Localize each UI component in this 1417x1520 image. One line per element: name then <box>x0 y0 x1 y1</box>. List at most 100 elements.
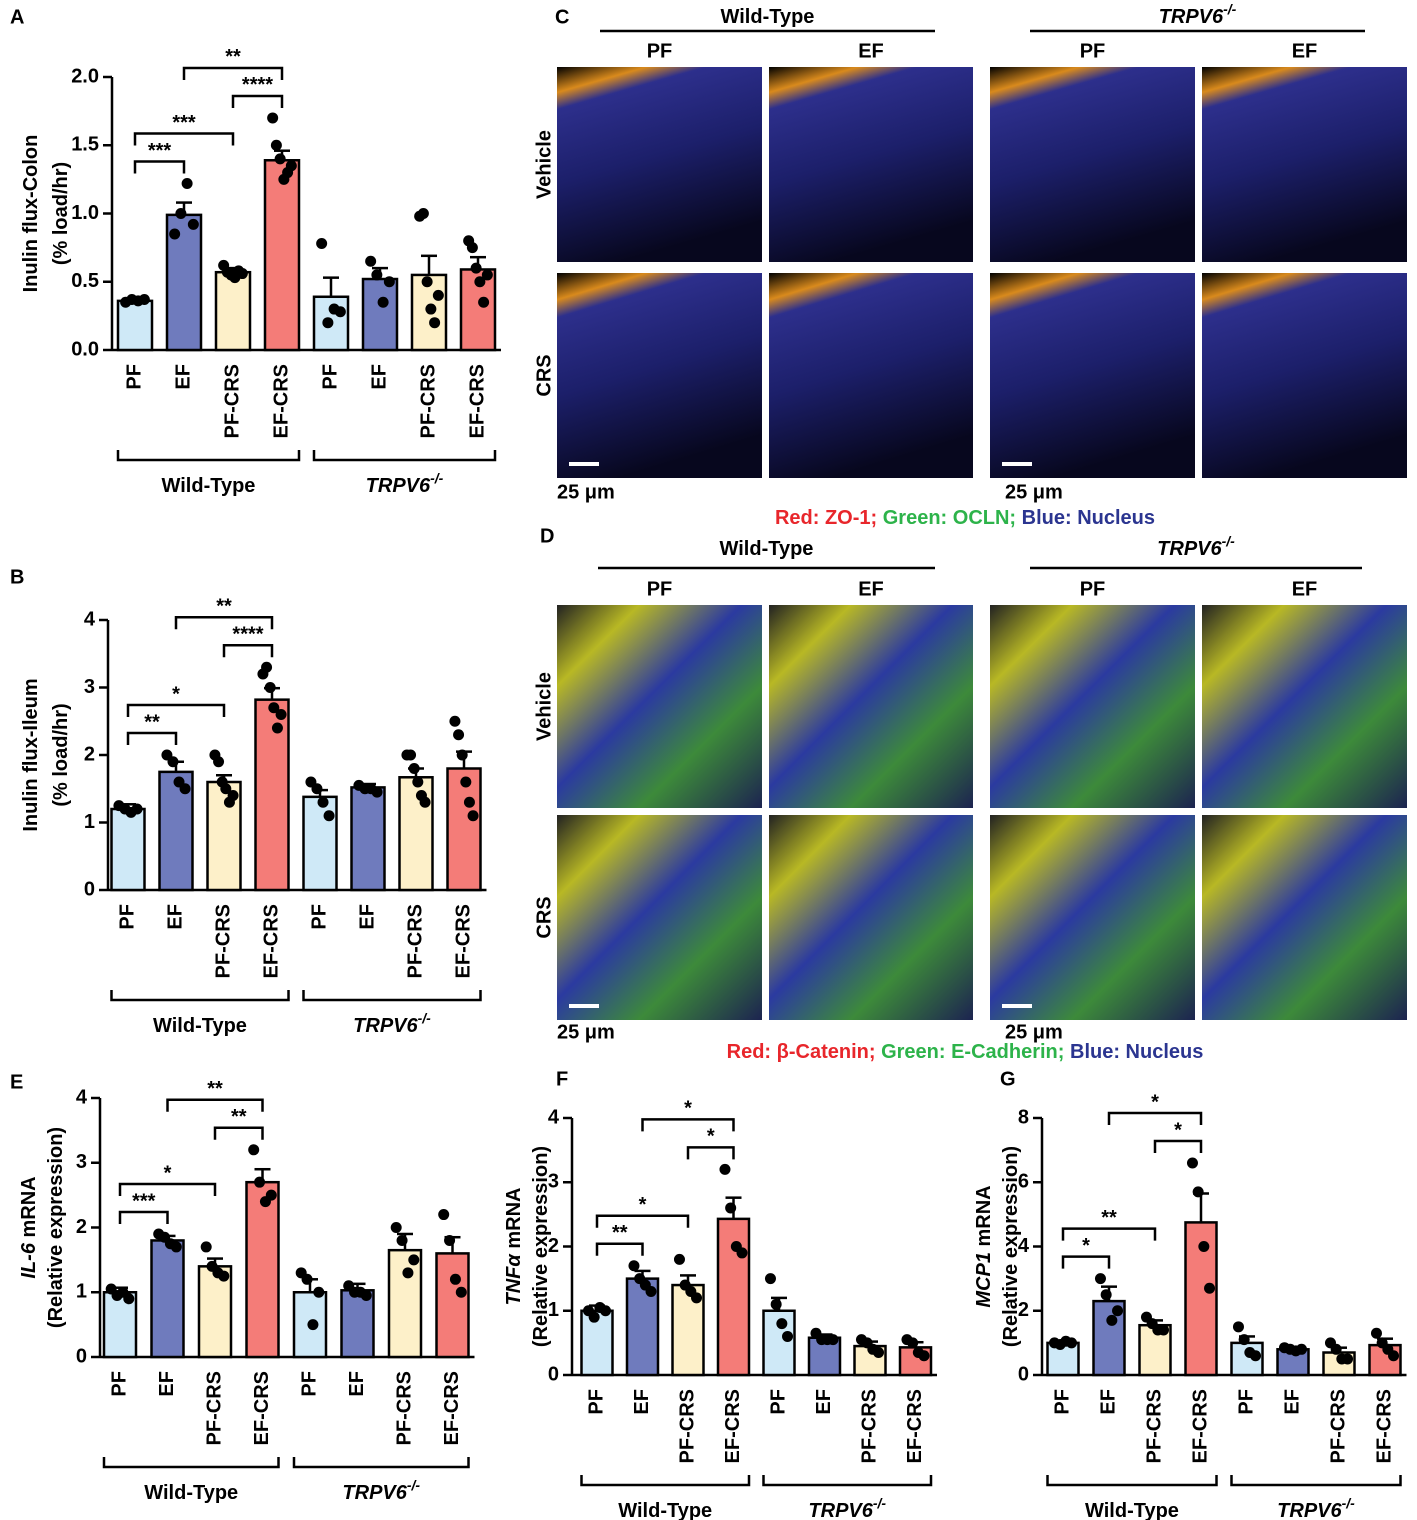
group-label-sup: -/- <box>407 1477 421 1493</box>
data-point <box>719 1163 731 1175</box>
stain-legend-item: Green: OCLN; <box>877 507 1016 529</box>
x-tick-label: PF-CRS <box>404 904 426 978</box>
bar <box>245 1180 280 1359</box>
x-tick-label: EF-CRS <box>1189 1389 1211 1463</box>
data-point <box>421 276 433 288</box>
significance-bracket <box>595 1242 644 1256</box>
group-label-main: Wild-Type <box>153 1015 247 1037</box>
y-tick-label: 4 <box>76 1086 88 1108</box>
data-point <box>449 1273 461 1285</box>
significance-bracket <box>174 616 274 630</box>
y-tick-label: 8 <box>1018 1106 1029 1128</box>
data-point <box>175 208 187 219</box>
y-tick-label: 2 <box>548 1235 559 1257</box>
bar <box>254 698 290 892</box>
micrograph <box>769 605 973 808</box>
bar <box>435 1252 470 1359</box>
data-point <box>770 1298 782 1310</box>
data-point <box>383 276 395 288</box>
data-point <box>131 803 143 815</box>
data-point <box>275 709 287 720</box>
group-label-sup: -/- <box>873 1495 887 1511</box>
group-bracket <box>312 450 497 462</box>
data-point <box>873 1347 885 1359</box>
y-tick-label: 1 <box>76 1281 87 1303</box>
column-label: PF <box>647 40 673 62</box>
bar <box>350 786 386 892</box>
significance-label: * <box>1082 1235 1090 1257</box>
data-point <box>453 729 465 741</box>
x-tick-label: EF-CRS <box>260 904 282 978</box>
group-label-sup: -/- <box>1222 533 1236 549</box>
data-point <box>213 756 225 768</box>
x-tick-label: PF-CRS <box>221 364 243 438</box>
x-tick-label: EF <box>356 904 378 930</box>
data-point <box>455 1286 467 1298</box>
significance-bracket <box>686 1146 735 1160</box>
micrograph <box>769 273 973 478</box>
stain-legend: Red: ZO-1; Green: OCLN; Blue: Nucleus <box>775 507 1155 529</box>
y-tick-label: 0 <box>84 878 95 900</box>
y-axis-label: TNFα mRNA <box>503 1188 525 1306</box>
data-point <box>628 1260 640 1272</box>
scale-label: 25 μm <box>1005 1021 1063 1043</box>
y-axis-label: IL-6 mRNA <box>18 1176 40 1278</box>
group-bracket <box>580 1475 751 1487</box>
panel-letter: B <box>10 566 24 588</box>
scale-label: 25 μm <box>1005 481 1063 503</box>
data-point <box>1250 1350 1262 1362</box>
y-tick-label: 4 <box>548 1106 560 1128</box>
group-bracket <box>116 450 301 462</box>
data-point <box>285 160 297 172</box>
panel-letter: A <box>10 6 24 28</box>
y-axis-label-part: (% load/hr) <box>50 703 72 806</box>
data-point <box>200 1241 212 1253</box>
y-tick-label: 3 <box>548 1171 559 1193</box>
group-label: Wild-Type <box>153 1015 247 1037</box>
significance-bracket <box>182 66 284 80</box>
significance-label: ** <box>144 711 160 733</box>
x-tick-label: PF <box>116 904 138 930</box>
x-tick-label: PF-CRS <box>393 1371 415 1445</box>
row-label: Vehicle <box>533 672 555 741</box>
data-point <box>1296 1343 1308 1355</box>
x-tick-label: EF <box>172 364 194 390</box>
data-point <box>1066 1337 1078 1349</box>
bar <box>165 213 203 352</box>
group-label: TRPV6-/- <box>342 1477 420 1505</box>
data-point <box>481 269 493 281</box>
group-label: TRPV6-/- <box>366 470 444 498</box>
data-point <box>220 783 232 795</box>
data-point <box>322 317 334 329</box>
data-point <box>236 268 248 280</box>
data-point <box>782 1330 794 1342</box>
group-label-main: TRPV6 <box>366 475 431 497</box>
scale-label: 25 μm <box>557 481 615 503</box>
micrograph <box>1202 67 1407 262</box>
significance-bracket <box>641 1118 735 1132</box>
significance-bracket <box>595 1214 690 1228</box>
x-tick-label: PF <box>585 1389 607 1415</box>
data-point <box>645 1285 657 1297</box>
column-label: PF <box>1080 40 1106 62</box>
x-tick-label: EF <box>368 364 390 390</box>
data-point <box>478 296 490 308</box>
column-label: PF <box>1080 578 1106 600</box>
data-point <box>317 796 329 808</box>
x-tick-label: EF-CRS <box>466 364 488 438</box>
panel-letter: G <box>1000 1068 1016 1090</box>
micrograph <box>557 605 762 808</box>
data-point <box>1342 1353 1354 1365</box>
data-point <box>907 1337 919 1349</box>
data-point <box>170 1241 182 1253</box>
micrograph <box>769 67 973 262</box>
bar <box>459 268 497 352</box>
significance-label: * <box>684 1098 692 1120</box>
group-label-main: Wild-Type <box>1085 1500 1179 1520</box>
data-point <box>827 1334 839 1346</box>
group-label-sup: -/- <box>430 470 444 486</box>
bar <box>150 1239 185 1359</box>
x-tick-label: EF <box>1281 1389 1303 1415</box>
significance-bracket <box>231 94 284 108</box>
bar <box>214 270 252 352</box>
